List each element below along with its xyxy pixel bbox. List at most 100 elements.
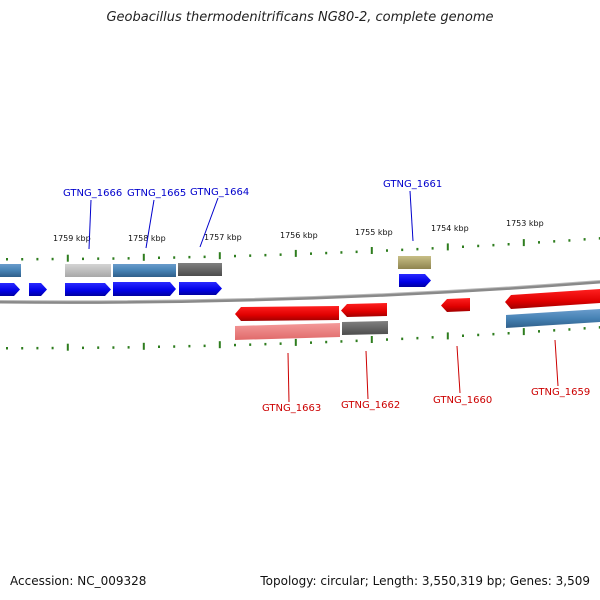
major-tick bbox=[218, 252, 221, 260]
major-tick bbox=[446, 243, 449, 251]
minor-tick bbox=[431, 336, 434, 339]
minus-strand-cds bbox=[235, 289, 600, 321]
minor-tick bbox=[568, 239, 571, 242]
gene-label-gtng-1661[interactable]: GTNG_1661 bbox=[383, 179, 442, 190]
scale-tick-label: 1755 kbp bbox=[355, 228, 393, 237]
minor-tick bbox=[112, 346, 115, 349]
minor-tick bbox=[386, 249, 388, 252]
minor-tick bbox=[477, 333, 480, 337]
minor-tick bbox=[6, 258, 8, 261]
gene-label-gtng-1665[interactable]: GTNG_1665 bbox=[127, 188, 186, 199]
cds-arrow[interactable] bbox=[341, 303, 387, 317]
minor-tick bbox=[279, 253, 282, 256]
minor-tick bbox=[36, 257, 39, 261]
gene-box[interactable] bbox=[398, 256, 431, 269]
scale-tick-label: 1759 kbp bbox=[53, 234, 91, 243]
minor-tick bbox=[553, 329, 556, 332]
minor-tick bbox=[51, 257, 54, 261]
minor-tick bbox=[21, 258, 24, 261]
minor-tick bbox=[340, 340, 343, 343]
minor-tick bbox=[598, 237, 600, 240]
cds-arrow[interactable] bbox=[29, 283, 47, 296]
minor-tick bbox=[507, 243, 510, 246]
major-tick bbox=[294, 338, 297, 346]
cds-arrow[interactable] bbox=[65, 283, 111, 296]
minor-tick bbox=[188, 255, 191, 259]
major-tick bbox=[294, 249, 297, 257]
minor-tick bbox=[51, 346, 54, 350]
gene-box[interactable] bbox=[506, 309, 600, 328]
minor-tick bbox=[264, 342, 267, 346]
gene-label-gtng-1659[interactable]: GTNG_1659 bbox=[531, 387, 590, 398]
cds-arrow[interactable] bbox=[179, 282, 222, 295]
gene-box[interactable] bbox=[65, 264, 111, 277]
minor-tick bbox=[97, 346, 100, 349]
gene-label-gtng-1663[interactable]: GTNG_1663 bbox=[262, 403, 321, 414]
minor-tick bbox=[553, 240, 556, 243]
minor-tick bbox=[6, 347, 8, 350]
minor-tick bbox=[568, 328, 571, 331]
minus-strand-genes bbox=[235, 309, 600, 340]
gene-label-gtng-1664[interactable]: GTNG_1664 bbox=[190, 187, 249, 198]
minor-tick bbox=[188, 344, 191, 348]
minor-tick bbox=[173, 256, 176, 259]
scale-tick-label: 1757 kbp bbox=[204, 233, 242, 242]
minor-tick bbox=[431, 247, 434, 250]
minor-tick bbox=[203, 255, 206, 259]
gene-label-gtng-1660[interactable]: GTNG_1660 bbox=[433, 395, 492, 406]
gene-box[interactable] bbox=[235, 323, 340, 340]
cds-arrow[interactable] bbox=[0, 283, 20, 296]
minor-tick bbox=[158, 345, 160, 348]
minor-tick bbox=[462, 334, 464, 337]
minor-tick bbox=[36, 346, 39, 350]
gene-box[interactable] bbox=[113, 264, 176, 277]
minor-tick bbox=[416, 247, 419, 251]
minor-tick bbox=[355, 250, 358, 254]
major-tick bbox=[218, 341, 221, 349]
minor-tick bbox=[416, 336, 419, 340]
minor-tick bbox=[249, 343, 252, 346]
minor-tick bbox=[325, 340, 328, 344]
genome-summary: Topology: circular; Length: 3,550,319 bp… bbox=[260, 574, 590, 588]
cds-arrow[interactable] bbox=[399, 274, 431, 287]
minor-tick bbox=[462, 245, 464, 248]
scale-tick-label: 1756 kbp bbox=[280, 231, 318, 240]
minor-tick bbox=[492, 332, 495, 336]
major-tick bbox=[446, 332, 449, 340]
cds-arrow[interactable] bbox=[505, 289, 600, 309]
gene-box[interactable] bbox=[342, 321, 388, 335]
minor-tick bbox=[279, 342, 282, 345]
minor-tick bbox=[97, 257, 100, 260]
minor-tick bbox=[583, 327, 586, 330]
minor-tick bbox=[477, 244, 480, 248]
minor-tick bbox=[234, 343, 236, 347]
minor-tick bbox=[492, 243, 495, 247]
minor-tick bbox=[173, 345, 176, 348]
minor-tick bbox=[538, 241, 540, 244]
bottom-leader-lines bbox=[287, 339, 559, 403]
gene-label-gtng-1662[interactable]: GTNG_1662 bbox=[341, 400, 400, 411]
minor-tick bbox=[355, 339, 358, 343]
minor-tick bbox=[310, 252, 312, 255]
plus-strand-genes bbox=[0, 256, 431, 277]
genome-title: Geobacillus thermodenitrificans NG80-2, … bbox=[106, 10, 494, 25]
cds-arrow[interactable] bbox=[113, 282, 176, 296]
major-tick bbox=[66, 343, 69, 351]
major-tick bbox=[142, 253, 145, 261]
top-leader-lines bbox=[88, 190, 414, 250]
minor-tick bbox=[249, 254, 252, 257]
gene-box[interactable] bbox=[178, 263, 222, 276]
cds-arrow[interactable] bbox=[441, 298, 470, 312]
minor-tick bbox=[507, 332, 510, 335]
gene-box[interactable] bbox=[0, 264, 21, 277]
minor-tick bbox=[21, 347, 24, 350]
cds-arrow[interactable] bbox=[235, 306, 339, 321]
lower-tick-ring bbox=[6, 326, 600, 351]
minor-tick bbox=[401, 337, 404, 341]
accession-label: Accession: NC_009328 bbox=[10, 574, 147, 588]
gene-label-gtng-1666[interactable]: GTNG_1666 bbox=[63, 188, 122, 199]
minor-tick bbox=[598, 326, 600, 329]
minor-tick bbox=[264, 253, 267, 257]
minor-tick bbox=[386, 338, 388, 341]
